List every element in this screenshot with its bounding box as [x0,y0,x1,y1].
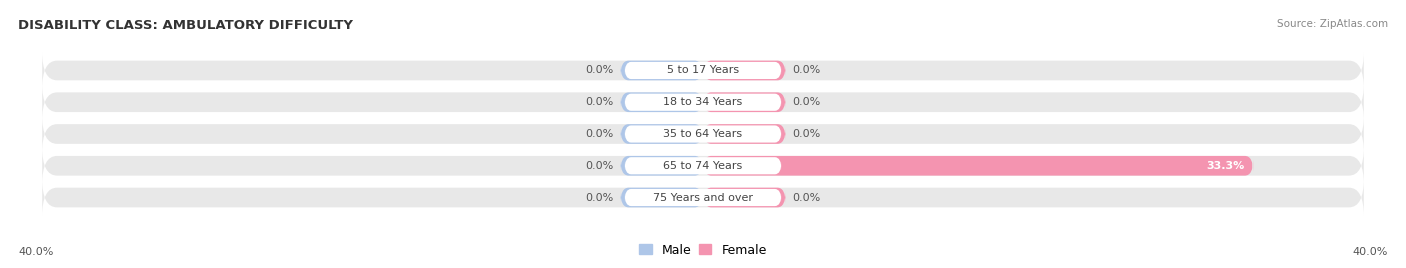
FancyBboxPatch shape [624,125,782,143]
FancyBboxPatch shape [42,115,1364,153]
Text: 0.0%: 0.0% [792,97,821,107]
Text: 0.0%: 0.0% [585,97,614,107]
Text: 0.0%: 0.0% [585,129,614,139]
FancyBboxPatch shape [703,92,786,112]
FancyBboxPatch shape [620,61,703,80]
Text: 5 to 17 Years: 5 to 17 Years [666,65,740,76]
Text: 0.0%: 0.0% [585,161,614,171]
Text: Source: ZipAtlas.com: Source: ZipAtlas.com [1277,19,1388,29]
FancyBboxPatch shape [703,124,786,144]
FancyBboxPatch shape [42,147,1364,184]
FancyBboxPatch shape [42,179,1364,216]
Text: 18 to 34 Years: 18 to 34 Years [664,97,742,107]
Text: 0.0%: 0.0% [792,129,821,139]
FancyBboxPatch shape [620,124,703,144]
FancyBboxPatch shape [620,156,703,176]
FancyBboxPatch shape [42,84,1364,121]
Text: 33.3%: 33.3% [1206,161,1244,171]
Text: 35 to 64 Years: 35 to 64 Years [664,129,742,139]
Legend: Male, Female: Male, Female [634,239,772,262]
Text: DISABILITY CLASS: AMBULATORY DIFFICULTY: DISABILITY CLASS: AMBULATORY DIFFICULTY [18,19,353,32]
FancyBboxPatch shape [42,52,1364,89]
FancyBboxPatch shape [703,188,786,207]
Text: 65 to 74 Years: 65 to 74 Years [664,161,742,171]
Text: 0.0%: 0.0% [585,65,614,76]
Text: 40.0%: 40.0% [18,247,53,257]
Text: 0.0%: 0.0% [792,65,821,76]
FancyBboxPatch shape [624,157,782,174]
FancyBboxPatch shape [620,92,703,112]
Text: 40.0%: 40.0% [1353,247,1388,257]
FancyBboxPatch shape [624,94,782,111]
FancyBboxPatch shape [703,61,786,80]
Text: 75 Years and over: 75 Years and over [652,192,754,203]
Text: 0.0%: 0.0% [585,192,614,203]
FancyBboxPatch shape [624,189,782,206]
FancyBboxPatch shape [624,62,782,79]
FancyBboxPatch shape [620,188,703,207]
Text: 0.0%: 0.0% [792,192,821,203]
FancyBboxPatch shape [703,156,1253,176]
